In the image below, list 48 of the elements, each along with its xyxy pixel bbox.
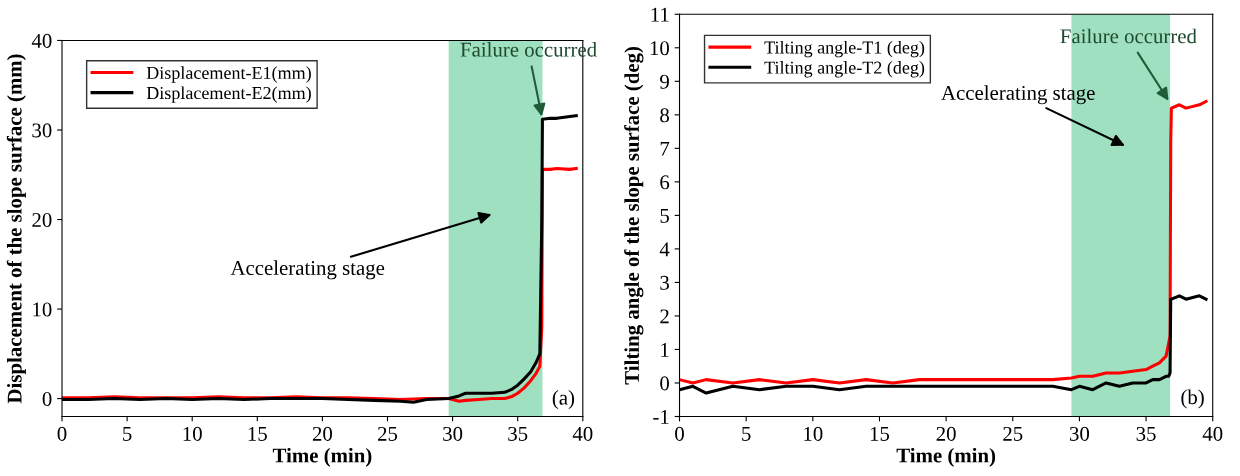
x-tick-label: 10 — [804, 426, 823, 441]
legend-label: Tilting angle-T1 (deg) — [764, 40, 925, 58]
annotation: (b) — [1181, 389, 1204, 409]
x-tick-label: 10 — [183, 426, 202, 441]
y-axis-title: Tilting angle of the slope surface (deg) — [624, 46, 644, 385]
x-tick-label: 40 — [1202, 426, 1223, 441]
legend-label: Displacement-E2(mm) — [146, 86, 311, 103]
x-tick-label: 20 — [936, 426, 956, 441]
y-tick-label: 9 — [660, 74, 669, 89]
annotation: Accelerating stage — [941, 85, 1095, 105]
x-tick-label: 5 — [742, 427, 751, 441]
x-tick-label: 30 — [1070, 426, 1090, 441]
y-tick-label: 1 — [661, 342, 669, 357]
y-tick-label: 7 — [660, 141, 670, 156]
y-tick-label: -1 — [653, 409, 669, 424]
y-tick-label: 8 — [660, 108, 669, 123]
x-tick-label: 20 — [312, 426, 333, 441]
y-tick-label: 30 — [32, 123, 52, 138]
x-tick-label: 25 — [378, 426, 398, 441]
y-axis-title: Displacement of the slope surface (mm) — [6, 54, 26, 404]
y-tick-label: 11 — [651, 7, 669, 22]
x-axis-title: Time (min) — [272, 447, 372, 467]
x-tick-label: 35 — [508, 426, 528, 441]
y-tick-label: 10 — [650, 41, 669, 56]
y-tick-label: 6 — [660, 175, 670, 190]
y-tick-label: 5 — [660, 208, 669, 223]
x-tick-label: 15 — [870, 426, 890, 441]
x-tick-label: 0 — [57, 426, 67, 441]
annotation: (a) — [552, 390, 575, 409]
legend-label: Tilting angle-T2 (deg) — [764, 61, 925, 78]
y-tick-label: 3 — [660, 275, 669, 290]
x-axis-title: Time (min) — [896, 447, 996, 467]
y-tick-label: 2 — [660, 309, 669, 324]
x-tick-label: 30 — [443, 426, 463, 441]
x-tick-label: 15 — [248, 426, 267, 441]
annotation: Accelerating stage — [230, 260, 385, 280]
x-tick-label: 0 — [675, 426, 684, 441]
x-tick-label: 25 — [1003, 426, 1023, 441]
y-tick-label: 0 — [660, 376, 669, 391]
x-tick-label: 5 — [123, 427, 132, 441]
x-tick-label: 40 — [572, 426, 593, 441]
y-tick-label: 0 — [42, 391, 52, 407]
y-tick-label: 4 — [659, 242, 670, 257]
x-tick-label: 35 — [1136, 426, 1156, 441]
legend-label: Displacement-E1(mm) — [146, 66, 311, 83]
y-tick-label: 40 — [31, 33, 52, 48]
y-tick-label: 20 — [32, 212, 52, 227]
y-tick-label: 10 — [33, 302, 52, 317]
